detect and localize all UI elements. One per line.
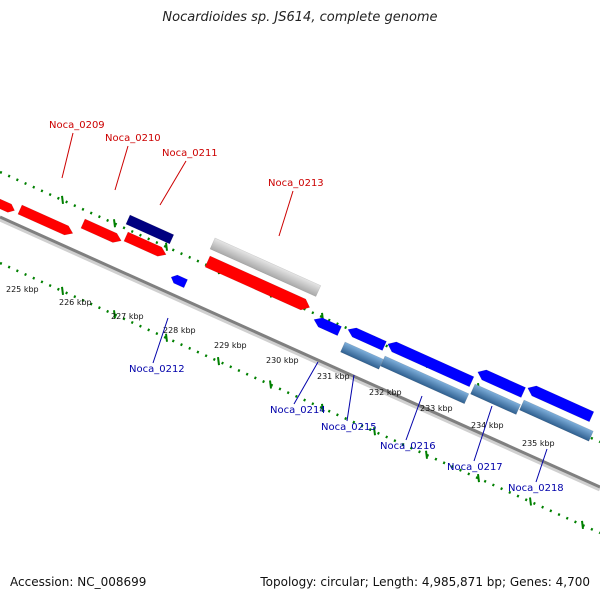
gene-noca-0216b [380,355,470,405]
dotted-guide-lower [0,261,600,535]
gene-noca-0211 [125,214,175,245]
leader-line [535,448,548,483]
guide-tick-mark [477,473,480,483]
map-title: Nocardioides sp. JS614, complete genome [162,10,438,25]
tick-label: 230 kbp [266,356,299,365]
gene-noca-0212 [170,274,188,289]
leader-line [405,395,423,441]
gene-label-reverse: Noca_0214 [270,405,326,416]
guide-tick-mark [217,356,220,366]
gene-noca-0217 [477,369,526,398]
gene-label-reverse: Noca_0212 [129,364,185,375]
tick-label: 234 kbp [471,421,504,430]
genes [0,198,595,442]
leader-line [152,317,169,364]
gene-noca-0209 [17,204,74,236]
gene-label-reverse: Noca_0218 [508,483,564,494]
guide-tick-mark [269,380,272,389]
gene-noca-0217b [470,383,521,415]
gene-label-reverse: Noca_0215 [321,422,377,433]
tick-label: 233 kbp [420,404,453,413]
guide-tick-mark [61,286,64,296]
guide-tick-mark [321,403,324,413]
gene-label-forward: Noca_0211 [162,148,218,159]
tick-label: 228 kbp [163,326,196,335]
guide-tick-mark [113,310,116,319]
gene-noca-0213b [204,255,311,311]
backbone-shadow [0,216,600,492]
tick-label: 227 kbp [111,312,144,321]
tick-label: 232 kbp [369,388,402,397]
gene-noca-0218 [527,385,595,423]
tick-label: 225 kbp [6,285,39,294]
backbone-line [0,215,600,489]
gene-label-reverse: Noca_0216 [380,441,436,452]
leader-line [473,405,493,462]
tick-label: 226 kbp [59,298,92,307]
gene-label-forward: Noca_0209 [49,120,105,131]
gene-label-forward: Noca_0210 [105,133,161,144]
gene-label-reverse: Noca_0217 [447,462,503,473]
gene-noca-0210 [80,218,122,243]
gene-noca-0213 [209,237,322,297]
tick-label: 229 kbp [214,341,247,350]
leader-line [159,160,187,206]
genome-backbone [0,215,600,492]
gene-noca-0218b [519,399,594,442]
tick-label: 231 kbp [317,372,350,381]
leader-line [278,190,294,237]
dotted-guide-upper [0,170,600,444]
gene-noca-0216 [387,341,475,388]
gene-noca-0211b [123,231,167,257]
tick-label: 235 kbp [522,439,555,448]
guide-tick-mark [529,497,532,506]
guide-tick-mark [165,242,168,251]
kbp-tick-labels: 225 kbp 226 kbp 227 kbp 228 kbp 229 kbp 230 k… [6,285,555,448]
gene-noca-0214 [313,317,342,336]
gene-noca-0215 [347,327,387,351]
guide-tick-mark [373,427,376,436]
guide-tick-mark [425,450,428,459]
guide-tick-mark [113,219,116,228]
leader-line [61,132,74,179]
gene-noca-0215b [340,341,384,370]
gene-label-forward: Noca_0213 [268,178,324,189]
leader-line [346,374,355,422]
leader-line [293,361,319,405]
accession-text: Accession: NC_008699 [10,575,147,589]
guide-tick-mark [165,333,168,342]
guide-tick-mark [581,520,584,530]
guide-tick-mark [61,195,64,205]
gene-noca-0208 [0,198,15,213]
topology-text: Topology: circular; Length: 4,985,871 bp… [260,575,590,589]
leader-line [114,145,129,191]
